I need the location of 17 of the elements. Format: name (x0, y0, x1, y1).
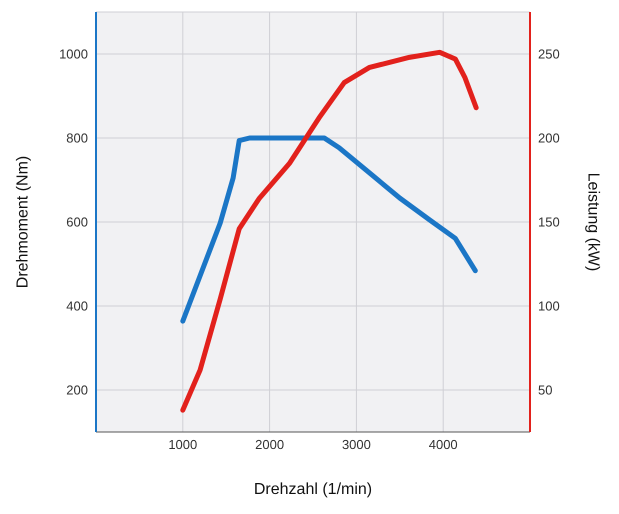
x-tick-label: 1000 (168, 437, 198, 452)
y2-tick-label: 150 (538, 214, 560, 230)
y2-tick-label: 100 (538, 298, 560, 314)
y2-axis-title: Leistung (kW) (584, 172, 602, 272)
x-axis-title: Drehzahl (1/min) (254, 481, 372, 498)
y-tick-label: 200 (66, 382, 88, 398)
y2-tick-label: 200 (538, 130, 560, 146)
y-tick-label: 400 (66, 298, 88, 314)
y2-tick-label: 250 (538, 46, 560, 62)
y-axis-title: Drehmoment (Nm) (14, 156, 32, 288)
x-tick-label: 4000 (428, 437, 458, 452)
y2-tick-label: 50 (538, 382, 552, 398)
x-tick-label: 2000 (255, 437, 284, 452)
x-tick-label: 3000 (342, 437, 371, 452)
y-tick-label: 800 (66, 130, 88, 146)
y-tick-label: 600 (66, 214, 88, 230)
y-tick-label: 1000 (59, 46, 88, 62)
